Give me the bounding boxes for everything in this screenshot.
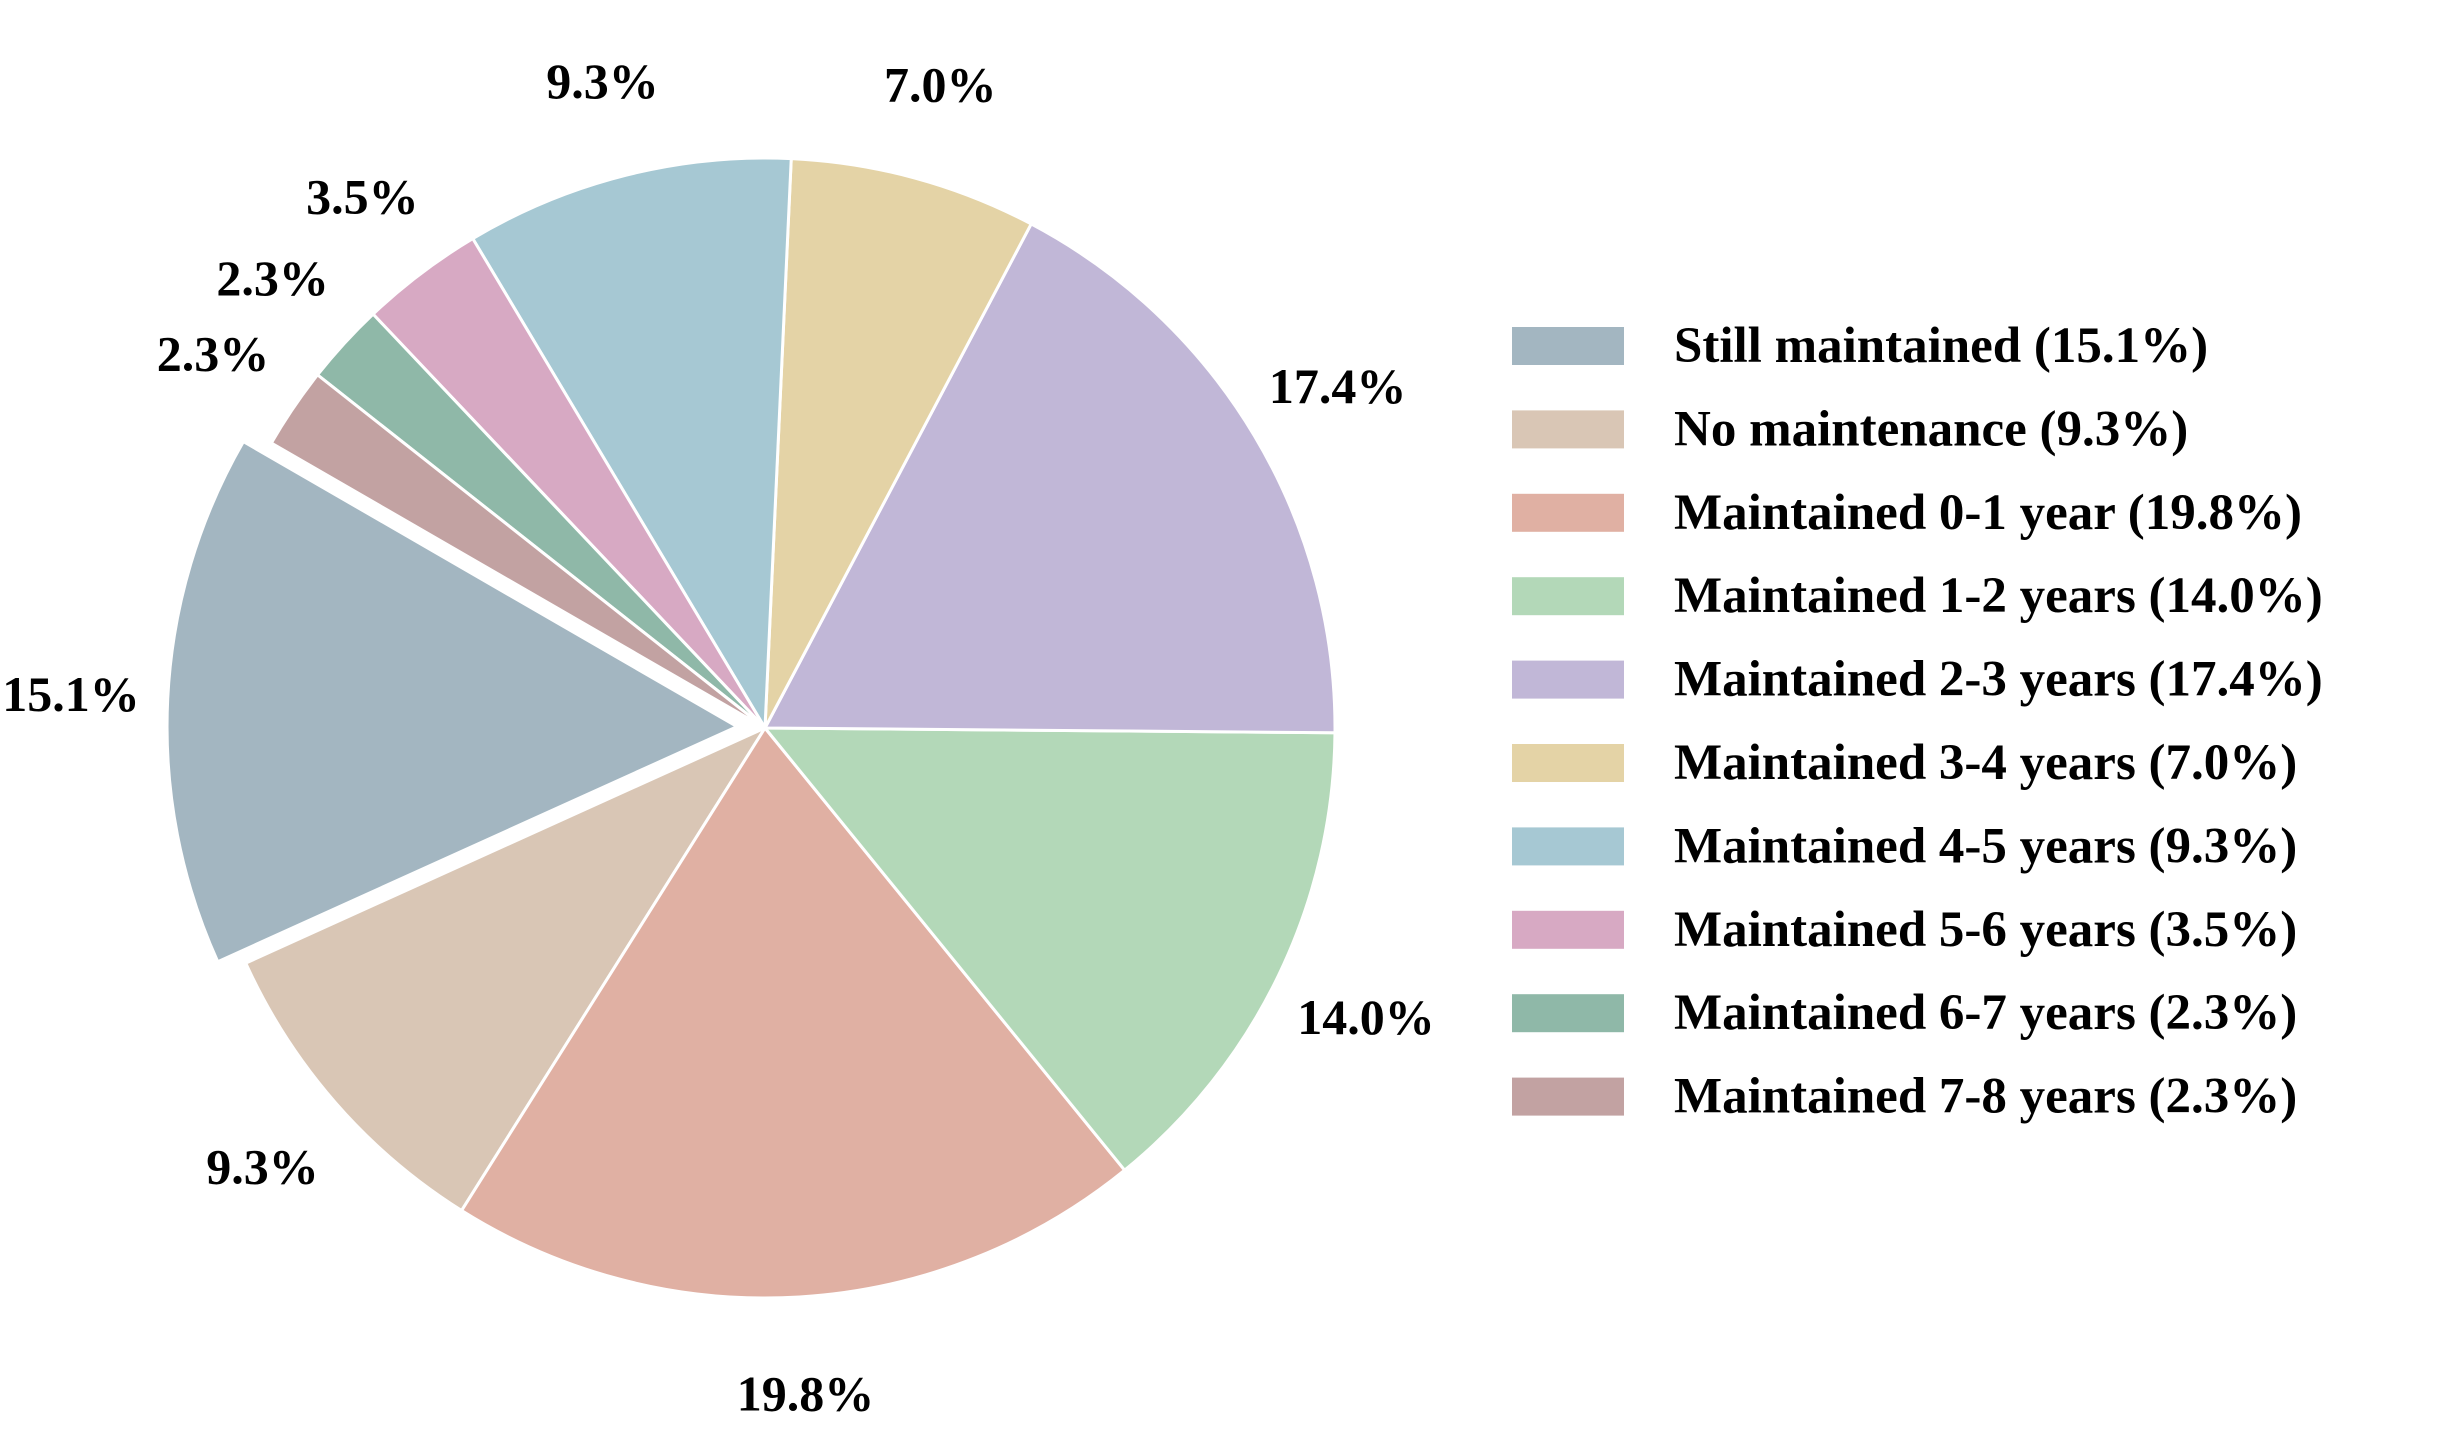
legend-swatch xyxy=(1512,827,1624,866)
pie-slice-still-maintained xyxy=(165,440,739,964)
legend-label: Maintained 4-5 years (9.3%) xyxy=(1674,818,2297,874)
legend-label: Maintained 1-2 years (14.0%) xyxy=(1674,568,2323,624)
legend-item-maintained-5-6-years: Maintained 5-6 years (3.5%) xyxy=(1512,902,2297,958)
legend-swatch xyxy=(1512,327,1624,365)
legend-swatch xyxy=(1512,994,1624,1033)
legend-swatch xyxy=(1512,577,1624,616)
legend-swatch xyxy=(1512,660,1624,699)
pie-percentage-labels: 15.1% 9.3% 19.8% 14.0% 17.4% 7.0% 9.3% 3.5% 2.3%… xyxy=(2,53,1435,1421)
legend-label: Still maintained (15.1%) xyxy=(1674,318,2208,374)
pie-slices xyxy=(165,156,1337,1300)
legend-item-maintained-4-5-years: Maintained 4-5 years (9.3%) xyxy=(1512,818,2297,874)
pie-slice-maintained-3-4-years xyxy=(763,157,1033,730)
pie-label-maintained-2-3-years: 17.4% xyxy=(1269,358,1407,414)
legend-swatch xyxy=(1512,744,1624,782)
pie-slice-maintained-7-8-years xyxy=(269,373,767,730)
legend: Still maintained (15.1%) No maintenance (… xyxy=(1512,318,2323,1125)
legend-item-no-maintenance: No maintenance (9.3%) xyxy=(1512,401,2188,457)
pie-slice-maintained-0-1-year xyxy=(460,726,1127,1300)
pie-label-maintained-7-8-years: 2.3% xyxy=(157,326,270,382)
pie-label-still-maintained: 15.1% xyxy=(2,666,140,722)
legend-label: Maintained 5-6 years (3.5%) xyxy=(1674,902,2297,958)
legend-item-maintained-1-2-years: Maintained 1-2 years (14.0%) xyxy=(1512,568,2323,624)
pie-slice-maintained-1-2-years xyxy=(763,726,1337,1172)
legend-item-maintained-7-8-years: Maintained 7-8 years (2.3%) xyxy=(1512,1069,2297,1125)
legend-item-maintained-2-3-years: Maintained 2-3 years (17.4%) xyxy=(1512,652,2323,708)
pie-slice-no-maintenance xyxy=(244,726,767,1213)
pie-label-maintained-6-7-years: 2.3% xyxy=(216,250,329,306)
legend-item-maintained-3-4-years: Maintained 3-4 years (7.0%) xyxy=(1512,735,2297,791)
legend-label: Maintained 7-8 years (2.3%) xyxy=(1674,1069,2297,1125)
legend-label: Maintained 3-4 years (7.0%) xyxy=(1674,735,2297,791)
legend-item-maintained-6-7-years: Maintained 6-7 years (2.3%) xyxy=(1512,985,2297,1041)
pie-label-maintained-0-1-year: 19.8% xyxy=(737,1366,875,1422)
legend-swatch xyxy=(1512,910,1624,949)
legend-label: No maintenance (9.3%) xyxy=(1674,401,2188,457)
legend-label: Maintained 0-1 year (19.8%) xyxy=(1674,485,2302,541)
legend-label: Maintained 2-3 years (17.4%) xyxy=(1674,652,2323,708)
legend-label: Maintained 6-7 years (2.3%) xyxy=(1674,985,2297,1041)
pie-slice-maintained-4-5-years xyxy=(471,156,793,730)
legend-item-still-maintained: Still maintained (15.1%) xyxy=(1512,318,2208,374)
pie-label-maintained-4-5-years: 9.3% xyxy=(546,53,659,109)
pie-label-maintained-3-4-years: 7.0% xyxy=(884,57,997,113)
legend-swatch xyxy=(1512,1077,1624,1116)
legend-swatch xyxy=(1512,410,1624,449)
legend-item-maintained-0-1-year: Maintained 0-1 year (19.8%) xyxy=(1512,485,2302,541)
pie-label-no-maintenance: 9.3% xyxy=(206,1138,319,1194)
legend-swatch xyxy=(1512,493,1624,532)
pie-slice-maintained-2-3-years xyxy=(763,222,1337,735)
pie-label-maintained-5-6-years: 3.5% xyxy=(306,168,419,224)
pie-label-maintained-1-2-years: 14.0% xyxy=(1297,989,1435,1045)
